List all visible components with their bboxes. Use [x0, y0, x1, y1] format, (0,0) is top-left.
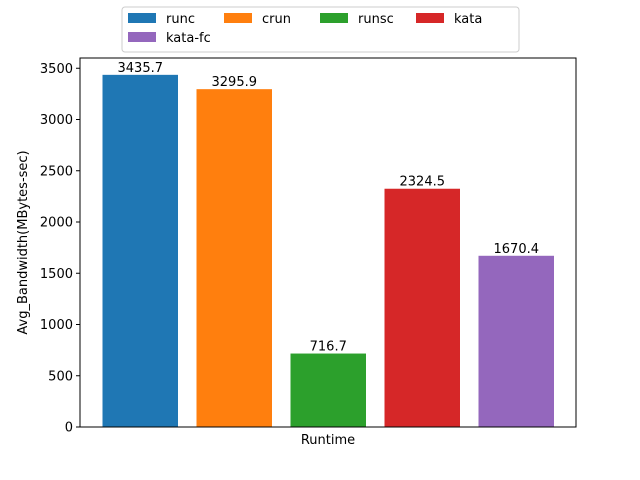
bar-value-label-kata: 2324.5: [400, 175, 446, 190]
bar-crun: [196, 89, 272, 427]
legend-swatch-kata: [416, 13, 444, 23]
y-tick-label: 3500: [40, 62, 73, 77]
y-axis: 0 500 1000 1500 2000 2500 3000 3500: [40, 62, 80, 436]
plot-frame: [79, 57, 577, 428]
legend: runc crun runsc kata kata-fc: [121, 6, 520, 53]
bar-value-label-runc: 3435.7: [118, 61, 164, 76]
legend-label-crun: crun: [262, 12, 291, 27]
y-tick-label: 1000: [40, 318, 73, 333]
legend-label-runsc: runsc: [358, 12, 394, 27]
legend-label-kata: kata: [454, 12, 482, 27]
bar-runsc: [290, 353, 366, 427]
legend-label-runc: runc: [166, 12, 195, 27]
legend-label-kata-fc: kata-fc: [166, 31, 211, 46]
bar-kata-fc: [478, 255, 554, 427]
bar-value-label-crun: 3295.9: [212, 75, 258, 90]
y-tick-label: 0: [65, 421, 73, 436]
bar-labels-layer: 3435.7 3295.9 716.7 2324.5 1670.4: [118, 61, 540, 355]
bar-value-label-runsc: 716.7: [310, 340, 347, 355]
y-tick-label: 500: [48, 369, 73, 384]
bar-value-label-kata-fc: 1670.4: [494, 242, 540, 257]
y-tick-label: 2500: [40, 164, 73, 179]
y-tick-label: 3000: [40, 113, 73, 128]
legend-swatch-crun: [224, 13, 252, 23]
bar-kata: [384, 188, 460, 427]
y-tick-label: 2000: [40, 216, 73, 231]
x-axis-label: Runtime: [301, 433, 355, 448]
bars-layer: [102, 74, 554, 427]
legend-swatch-kata-fc: [128, 32, 156, 42]
legend-swatch-runc: [128, 13, 156, 23]
bar-runc: [102, 74, 178, 427]
y-axis-label: Avg_Bandwidth(MBytes-sec): [16, 150, 31, 334]
legend-swatch-runsc: [320, 13, 348, 23]
y-tick-label: 1500: [40, 267, 73, 282]
